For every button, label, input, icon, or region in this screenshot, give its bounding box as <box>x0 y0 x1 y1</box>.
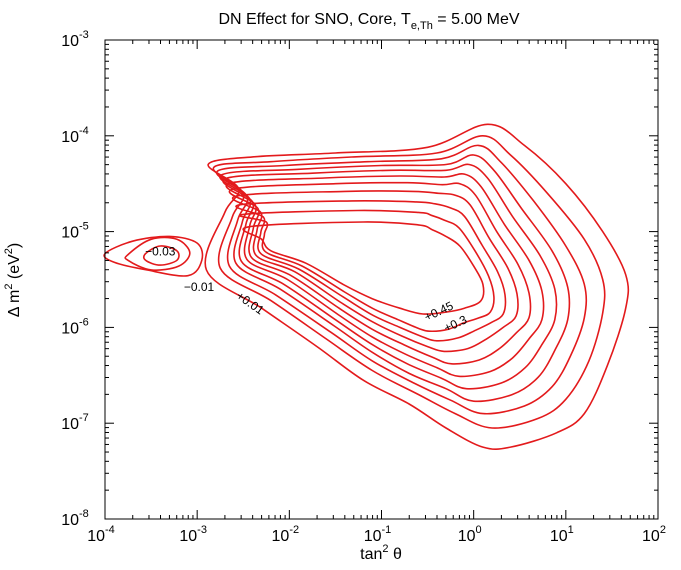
x-tick-label: 10-2 <box>272 524 300 545</box>
y-tick-label: 10-6 <box>61 316 89 337</box>
y-tick-label: 10-3 <box>61 29 89 50</box>
contour-line <box>242 221 485 315</box>
contour-line <box>124 236 191 271</box>
contour-annotations: −0.03−0.01+0.01 +0.45+0.3 <box>145 245 469 336</box>
y-tick-label: 10-8 <box>61 508 89 529</box>
x-tick-label: 10-1 <box>364 524 392 545</box>
contour-label: −0.03 <box>145 245 176 259</box>
contour-line <box>142 245 180 266</box>
contour-label: +0.01 <box>234 289 267 318</box>
y-axis-label-mid: (eV <box>6 254 23 284</box>
contour-line <box>232 190 519 353</box>
contour-line <box>103 235 204 277</box>
contour-line <box>225 172 545 378</box>
y-axis-label-tail: ) <box>6 243 23 248</box>
title-main: DN Effect for SNO, Core, T <box>218 11 411 28</box>
x-tick-label: 10-4 <box>87 524 115 545</box>
x-axis-label: tan2 θ <box>360 543 402 563</box>
y-axis-label-main: Δ m <box>6 290 23 318</box>
x-tick-label: 102 <box>642 524 666 545</box>
x-axis-label-sup: 2 <box>382 543 388 555</box>
contour-lines <box>103 123 630 450</box>
contour-line <box>235 200 507 342</box>
y-axis-label-sup2: 2 <box>3 248 15 254</box>
x-axis-label-tail: θ <box>389 546 402 563</box>
axis-ticks <box>104 39 659 520</box>
y-tick-labels: 10-8 10-7 10-6 10-5 10-4 10-3 <box>61 29 89 529</box>
title-subscript: e,Th <box>411 20 433 32</box>
x-tick-label: 100 <box>458 524 482 545</box>
chart-title: DN Effect for SNO, Core, Te,Th = 5.00 Me… <box>218 11 519 32</box>
y-axis-label-sup: 2 <box>3 284 15 290</box>
contour-line <box>228 181 532 365</box>
y-tick-label: 10-4 <box>61 125 89 146</box>
contour-line <box>219 154 571 403</box>
y-tick-label: 10-7 <box>61 412 89 433</box>
x-tick-labels: 10-4 10-3 10-2 10-1 100 101 102 <box>87 524 666 545</box>
contour-line <box>238 209 495 333</box>
contour-line <box>222 163 558 390</box>
contour-line <box>204 123 630 450</box>
contour-line <box>215 144 588 415</box>
y-tick-label: 10-5 <box>61 221 89 242</box>
y-axis-label: Δ m2 (eV2) <box>3 243 23 318</box>
x-tick-label: 10-3 <box>179 524 207 545</box>
x-tick-label: 101 <box>550 524 574 545</box>
x-axis-label-main: tan <box>360 546 382 563</box>
contour-label: −0.01 <box>184 280 215 294</box>
title-tail: = 5.00 MeV <box>433 11 520 28</box>
contour-line <box>212 134 606 429</box>
